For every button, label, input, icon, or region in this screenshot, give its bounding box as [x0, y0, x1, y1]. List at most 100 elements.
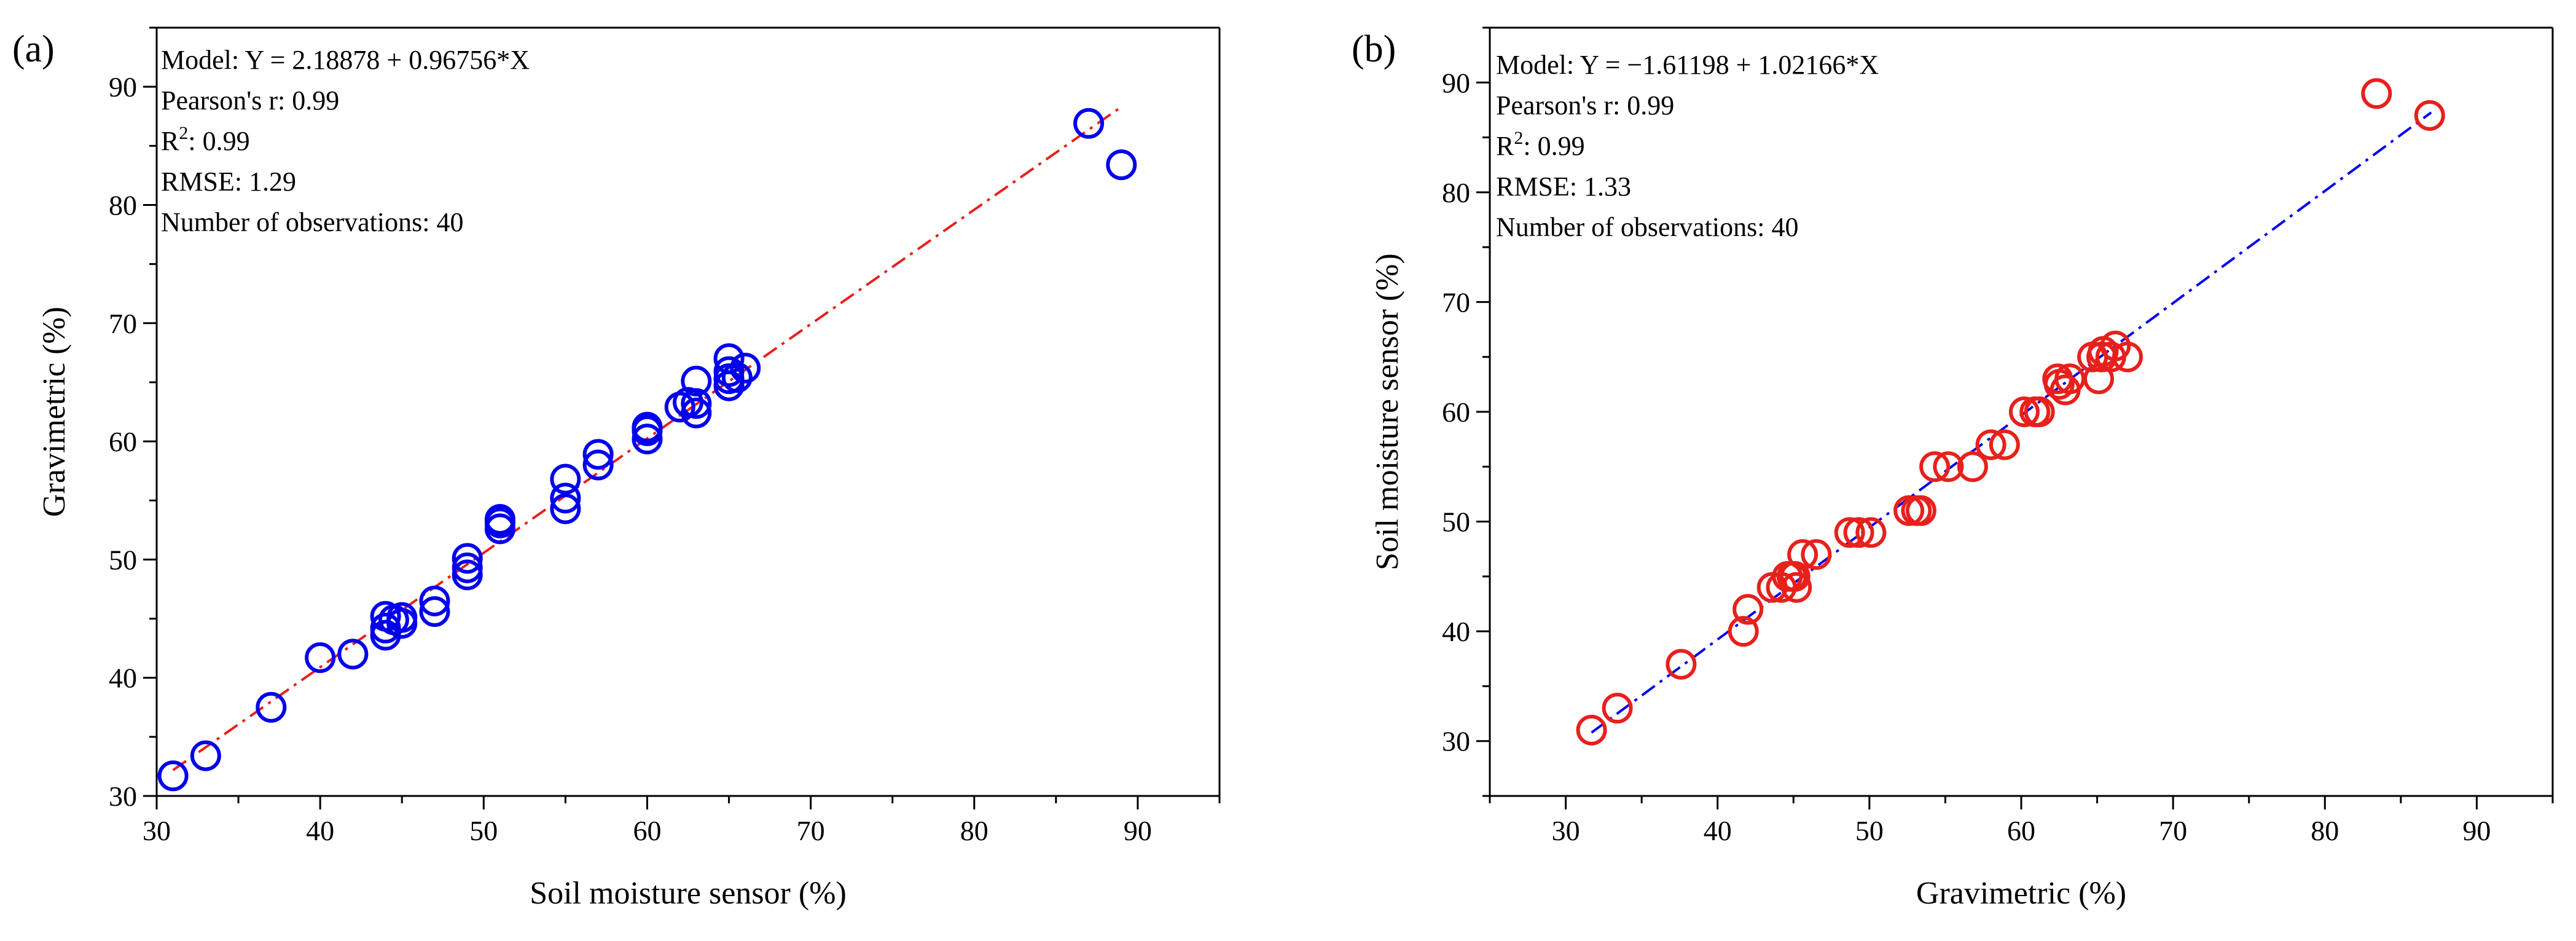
panel-a-data-point — [378, 604, 409, 636]
panel-a-data-point — [305, 642, 336, 673]
panel-a-pearson-text: Pearson's r: 0.99 — [161, 85, 339, 116]
panel-b-data-point — [2008, 396, 2040, 427]
panel-a-data-point — [550, 463, 581, 495]
panel-b-x-tick-label: 80 — [2311, 815, 2339, 846]
panel-a-fit-line-group — [172, 106, 1122, 771]
panel-b-x-tick-label: 60 — [2007, 815, 2035, 846]
panel-a-x-tick-label: 40 — [306, 815, 334, 846]
panel-b-data-point — [1843, 517, 1874, 548]
panel-b-model-text: Model: Y = −1.61198 + 1.02166*X — [1496, 50, 1879, 80]
panel-b-y-tick-label: 40 — [1442, 616, 1470, 647]
panel-b-data-point — [1855, 517, 1887, 548]
panel-a-model-text: Model: Y = 2.18878 + 0.96756*X — [161, 45, 530, 75]
panel-b-label: (b) — [1352, 28, 1396, 70]
panel-a-y-tick-label: 50 — [109, 544, 137, 575]
panel-a-x-axis-title: Soil moisture sensor (%) — [530, 876, 847, 911]
panel-b-data-point — [2043, 369, 2075, 400]
panel-b-x-tick-label: 30 — [1552, 815, 1580, 846]
panel-a: (a) Gravimetric (%) Soil moisture sensor… — [12, 26, 1221, 911]
panel-a-data-point — [713, 343, 745, 374]
panel-a-data-point — [721, 362, 753, 393]
panel-a-y-tick-label: 70 — [109, 308, 137, 339]
panel-b-y-tick-label: 90 — [1442, 67, 1470, 98]
panel-b-y-axis-title: Soil moisture sensor (%) — [1370, 253, 1405, 570]
panel-a-axes: 30 40 50 60 70 80 90 30 40 50 60 70 80 90 — [109, 26, 1221, 846]
panel-a-data-point — [484, 504, 515, 535]
panel-a-data-point — [370, 612, 401, 644]
panel-a-r2-prefix: R — [161, 126, 179, 156]
panel-b-data-point — [1989, 429, 2020, 460]
panel-a-data-point — [632, 412, 663, 443]
panel-b-y-tick-label: 30 — [1442, 726, 1470, 757]
panel-b-data-point — [1834, 517, 1865, 548]
panel-a-x-tick-label: 70 — [797, 815, 825, 846]
panel-a-data-point — [452, 543, 483, 574]
panel-b-x-tick-label: 50 — [1855, 815, 1884, 846]
panel-b-data-point — [1728, 616, 1759, 647]
panel-a-y-axis-title: Gravimetric (%) — [37, 307, 72, 517]
panel-b-nobs-text: Number of observations: 40 — [1496, 212, 1798, 242]
panel-b-y-tick-label: 50 — [1442, 506, 1470, 538]
panel-b-pearson-text: Pearson's r: 0.99 — [1496, 90, 1674, 120]
panel-b-x-axis-title: Gravimetric (%) — [1916, 876, 2126, 911]
panel-a-label: (a) — [12, 28, 55, 70]
panel-a-data-point — [419, 585, 450, 616]
panel-b-data-point — [1776, 561, 1807, 592]
panel-b-r2-prefix: R — [1496, 131, 1514, 161]
panel-b-data-point — [1893, 495, 1925, 526]
panel-b-x-tick-label: 70 — [2159, 815, 2187, 846]
panel-b-r2-text: R2: 0.99 — [1496, 128, 1585, 161]
panel-a-data-point — [730, 352, 761, 384]
panel-b-data-point — [1732, 594, 1764, 625]
panel-a-rmse-text: RMSE: 1.29 — [161, 167, 296, 197]
panel-b-data-point — [1576, 714, 1607, 746]
panel-a-x-tick-label: 50 — [469, 815, 498, 846]
panel-b-data-point — [2024, 396, 2055, 427]
panel-a-data-point — [681, 366, 712, 396]
panel-b-points — [1576, 78, 2445, 746]
panel-b-data-point — [1666, 648, 1697, 680]
panel-b-data-point — [1905, 495, 1936, 526]
panel-b-rmse-text: RMSE: 1.33 — [1496, 171, 1631, 202]
panel-b-fit-line — [1591, 111, 2432, 734]
panel-a-points — [157, 108, 1137, 792]
panel-a-data-point — [1106, 149, 1137, 181]
panel-b-r2-value: : 0.99 — [1523, 131, 1584, 161]
panel-a-y-tick-label: 90 — [109, 71, 137, 103]
panel-a-fit-line — [172, 106, 1122, 771]
panel-b-fit-line-group — [1591, 111, 2432, 734]
panel-b-y-tick-label: 70 — [1442, 286, 1470, 318]
panel-a-y-tick-label: 30 — [109, 781, 137, 812]
panel-b-r2-sup: 2 — [1514, 128, 1523, 148]
panel-a-stats-box: Model: Y = 2.18878 + 0.96756*X Pearson's… — [161, 45, 530, 237]
panel-a-data-point — [256, 691, 287, 723]
panel-b-axes: 30 40 50 60 70 80 90 30 40 50 60 70 80 90 — [1442, 26, 2554, 846]
panel-a-x-tick-label: 80 — [960, 815, 989, 846]
panel-a-r2-text: R2: 0.99 — [161, 123, 250, 156]
panel-a-data-point — [419, 596, 450, 627]
panel-b-x-tick-label: 90 — [2462, 815, 2491, 846]
panel-b: (b) Soil moisture sensor (%) Gravimetric… — [1352, 26, 2554, 911]
panel-a-data-point — [550, 482, 581, 514]
panel-b-data-point — [1801, 539, 1832, 570]
panel-a-nobs-text: Number of observations: 40 — [161, 207, 463, 237]
panel-a-data-point — [452, 552, 483, 583]
panel-b-data-point — [1933, 451, 1964, 482]
panel-a-x-tick-label: 60 — [633, 815, 661, 846]
panel-a-data-point — [582, 439, 614, 470]
panel-a-data-point — [1073, 108, 1105, 139]
panel-a-y-tick-label: 60 — [109, 426, 137, 457]
panel-a-data-point — [157, 760, 189, 792]
panel-b-stats-box: Model: Y = −1.61198 + 1.02166*X Pearson'… — [1496, 50, 1879, 242]
panel-a-data-point — [190, 740, 221, 771]
panel-a-r2-value: : 0.99 — [188, 126, 249, 156]
panel-b-data-point — [2361, 78, 2392, 109]
panel-b-data-point — [1602, 693, 1633, 724]
panel-b-data-point — [2100, 330, 2131, 361]
panel-b-data-point — [1919, 451, 1951, 482]
panel-a-y-tick-label: 80 — [109, 189, 137, 221]
panel-b-y-tick-label: 80 — [1442, 177, 1470, 208]
panel-a-r2-sup: 2 — [179, 123, 188, 143]
panel-a-x-tick-label: 90 — [1124, 815, 1152, 846]
